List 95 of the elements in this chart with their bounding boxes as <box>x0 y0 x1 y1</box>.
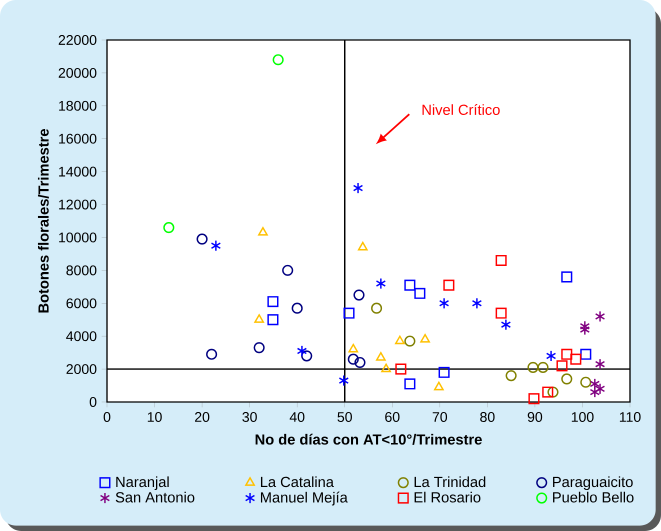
x-tick-label: 0 <box>104 412 110 422</box>
point <box>404 336 416 347</box>
point <box>206 348 218 360</box>
legend-label: Manuel Mejía <box>260 492 348 506</box>
point <box>594 358 606 370</box>
point <box>348 354 359 365</box>
point <box>267 314 278 326</box>
point <box>272 54 284 66</box>
point <box>163 222 174 234</box>
y-tick-label: 2000 <box>66 364 96 374</box>
y-tick-label: 10000 <box>59 232 96 242</box>
x-tick-label: 100 <box>572 412 594 422</box>
point <box>561 348 572 360</box>
point <box>296 345 308 357</box>
y-tick-label: 20000 <box>58 68 96 78</box>
x-tick-label: 50 <box>338 412 352 422</box>
point <box>420 334 430 343</box>
annotation: Nivel Crítico <box>422 104 500 115</box>
point <box>348 344 358 352</box>
point <box>506 370 517 382</box>
point <box>254 314 264 323</box>
legend-label: Paraguaicito <box>553 476 633 490</box>
point <box>546 350 556 362</box>
point <box>404 280 416 291</box>
point <box>338 374 349 386</box>
point <box>472 297 482 310</box>
point <box>438 297 450 310</box>
x-tick-label: 80 <box>480 412 495 422</box>
point <box>395 364 406 375</box>
y-tick-label: 4000 <box>66 331 96 342</box>
x-axis-title: No de días con AT<10°/Trimestre <box>256 434 482 445</box>
legend-label: La Catalina <box>260 476 334 488</box>
point <box>496 254 507 266</box>
point <box>537 362 549 373</box>
point <box>414 288 426 299</box>
point <box>547 386 559 398</box>
point <box>590 386 600 398</box>
point <box>443 280 454 291</box>
point <box>352 182 364 194</box>
point <box>580 348 592 360</box>
y-tick-label: 12000 <box>59 200 96 210</box>
point <box>556 360 568 372</box>
point <box>542 386 554 398</box>
x-tick-label: 10 <box>148 412 162 422</box>
point <box>394 336 405 344</box>
y-tick-label: 14000 <box>59 166 96 177</box>
point <box>580 320 590 332</box>
y-tick-label: 6000 <box>66 298 96 308</box>
point <box>561 373 572 384</box>
point <box>254 342 265 354</box>
point <box>376 278 386 290</box>
x-tick-label: 30 <box>242 412 257 422</box>
point <box>570 354 582 365</box>
point <box>580 324 590 336</box>
y-axis-title: Botones florales/Trimestre <box>38 128 49 313</box>
point <box>210 240 222 252</box>
point <box>343 308 355 319</box>
point <box>381 364 391 372</box>
point <box>434 382 444 390</box>
legend-label: Pueblo Bello <box>553 492 634 503</box>
point <box>371 302 382 314</box>
legend-label: San Antonio <box>116 492 194 503</box>
point <box>258 226 268 236</box>
point <box>354 356 366 368</box>
legend-label: El Rosario <box>414 492 480 503</box>
x-tick-label: 20 <box>195 412 210 422</box>
legend-label: Naranjal <box>116 476 169 490</box>
point <box>267 296 278 308</box>
point <box>528 393 540 404</box>
point <box>301 350 312 362</box>
point <box>527 362 539 373</box>
y-tick-label: 16000 <box>59 134 96 144</box>
point <box>496 308 507 319</box>
x-tick-label: 70 <box>432 412 448 422</box>
point <box>594 310 606 322</box>
point <box>282 264 294 276</box>
x-tick-label: 40 <box>290 412 304 422</box>
point <box>353 290 365 301</box>
x-tick-label: 90 <box>528 412 542 422</box>
x-tick-label: 60 <box>385 412 400 422</box>
point <box>561 271 572 282</box>
y-tick-label: 18000 <box>59 100 96 111</box>
legend-label: La Trinidad <box>414 476 486 488</box>
point <box>404 378 416 390</box>
point <box>358 242 368 250</box>
point <box>292 302 303 314</box>
point <box>376 352 386 361</box>
point <box>438 366 450 378</box>
point <box>500 318 512 330</box>
y-tick-label: 8000 <box>66 265 96 276</box>
point <box>580 376 592 388</box>
x-tick-label: 110 <box>620 412 641 422</box>
y-tick-label: 22000 <box>58 35 96 45</box>
point <box>196 234 208 245</box>
y-tick-label: 0 <box>90 397 96 407</box>
